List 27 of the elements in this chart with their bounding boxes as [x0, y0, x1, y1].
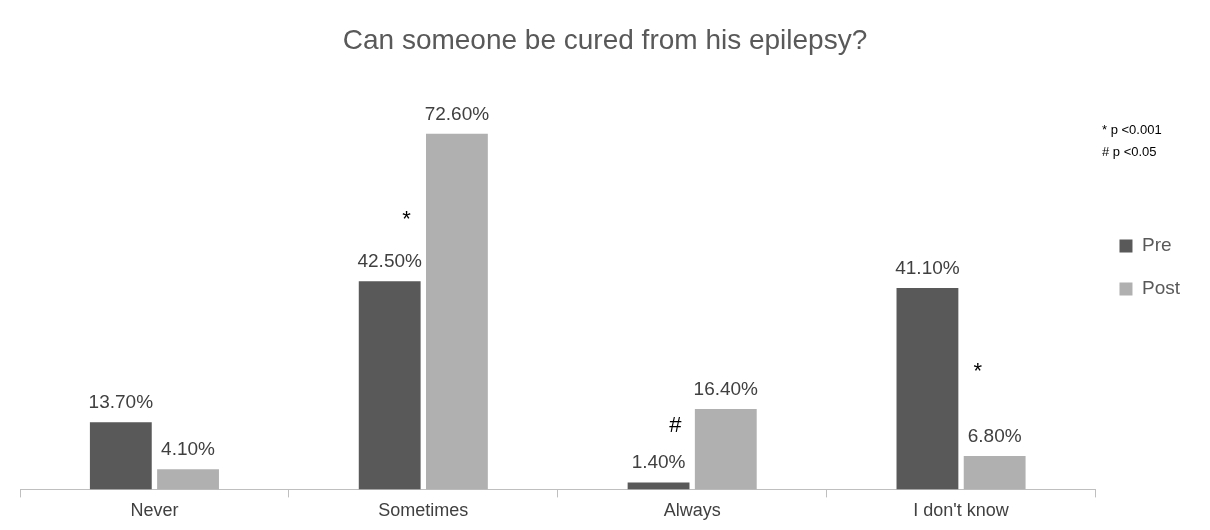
data-label: 16.40% — [693, 377, 759, 399]
annotation: * — [973, 357, 983, 383]
legend-label: Pre — [1141, 234, 1172, 256]
data-label: 42.50% — [357, 249, 423, 271]
x-tick-label: Sometimes — [378, 500, 469, 521]
x-tick-label: Always — [663, 500, 721, 521]
text: # p <0.05 — [1102, 143, 1157, 159]
bar — [157, 469, 219, 490]
x-tick-label: I don't know — [913, 500, 1010, 521]
bar — [89, 422, 152, 490]
bar — [425, 133, 488, 490]
data-label: 41.10% — [895, 256, 960, 278]
annotation: # — [669, 411, 683, 437]
bar — [963, 456, 1026, 490]
text: * p <0.001 — [1102, 121, 1162, 137]
legend-label: Post — [1141, 277, 1181, 299]
data-label: 1.40% — [631, 451, 686, 473]
data-label: 6.80% — [967, 424, 1022, 446]
x-tick-label: Never — [130, 500, 179, 521]
data-label: 72.60% — [424, 102, 490, 124]
data-label: 4.10% — [161, 438, 216, 460]
annotation: * — [402, 206, 412, 232]
chart-title: Can someone be cured from his epilepsy? — [342, 23, 868, 55]
bar — [694, 409, 757, 490]
bar — [896, 288, 959, 490]
bar — [358, 281, 421, 490]
data-label: 13.70% — [88, 391, 154, 413]
